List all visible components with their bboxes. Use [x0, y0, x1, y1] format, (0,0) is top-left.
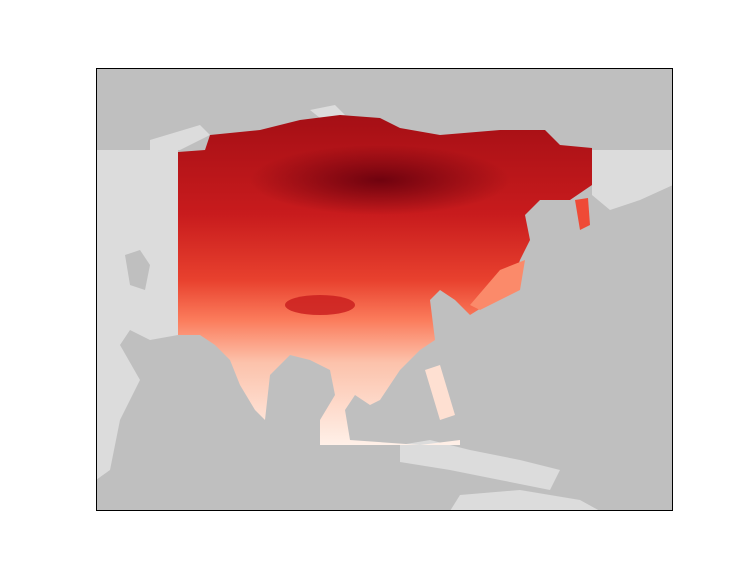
alaska: [592, 150, 673, 210]
arctic-island: [310, 105, 345, 118]
heat-japan: [470, 260, 525, 310]
land-west: [96, 150, 178, 480]
heat-island: [575, 198, 590, 230]
heat-core: [250, 145, 510, 215]
map-area: [96, 68, 673, 511]
heat-plateau: [285, 295, 355, 315]
caspian-sea: [125, 250, 150, 290]
map-frame: [96, 68, 673, 511]
australia: [450, 490, 600, 511]
land-north-west: [150, 125, 210, 150]
indonesia: [400, 440, 560, 490]
heat-philippines: [425, 365, 455, 420]
